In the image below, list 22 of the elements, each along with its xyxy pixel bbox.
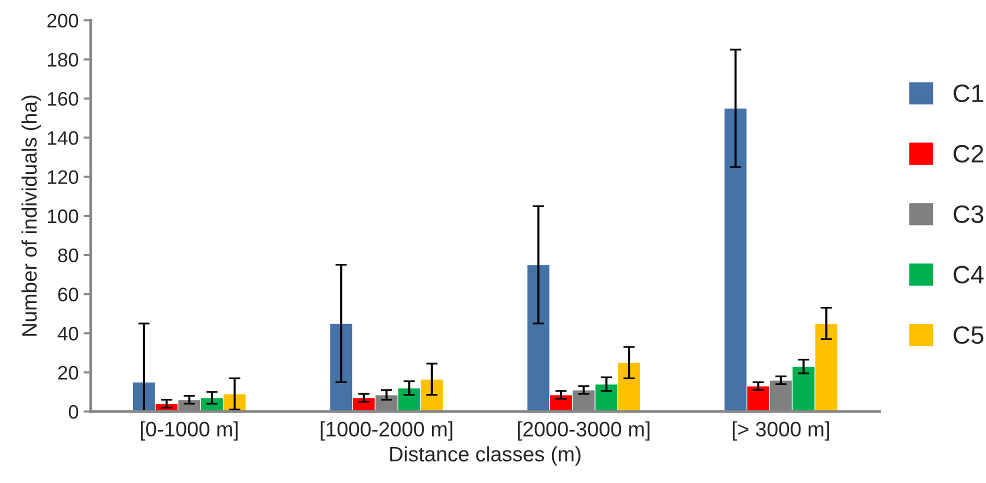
x-axis-title: Distance classes (m) — [390, 446, 580, 466]
y-tick-label: 100 — [48, 209, 78, 224]
x-tick-label: [> 3000 m] — [732, 421, 829, 441]
y-tick-label: 180 — [48, 52, 78, 67]
y-tick-label: 120 — [48, 170, 78, 184]
y-tick-label: 80 — [58, 248, 78, 262]
legend-label: C3 — [954, 205, 984, 224]
legend-label: C4 — [954, 266, 984, 284]
x-tick-label: [0-1000 m] — [141, 421, 238, 441]
y-tick-label: 20 — [58, 366, 78, 380]
legend-label: C1 — [954, 84, 984, 102]
legend-label: C5 — [954, 326, 984, 344]
y-tick-label: 200 — [47, 14, 78, 28]
x-tick-label: [2000-3000 m] — [518, 421, 650, 441]
y-axis-title: Number of individuals (ha) — [21, 96, 41, 336]
y-tick-label: 40 — [58, 326, 78, 341]
y-tick-label: 160 — [48, 92, 78, 106]
x-tick-label: [1000-2000 m] — [320, 421, 452, 441]
legend-label: C2 — [954, 144, 984, 163]
y-tick-label: 140 — [48, 131, 78, 145]
y-tick-label: 0 — [68, 404, 78, 419]
y-tick-label: 60 — [58, 288, 78, 302]
